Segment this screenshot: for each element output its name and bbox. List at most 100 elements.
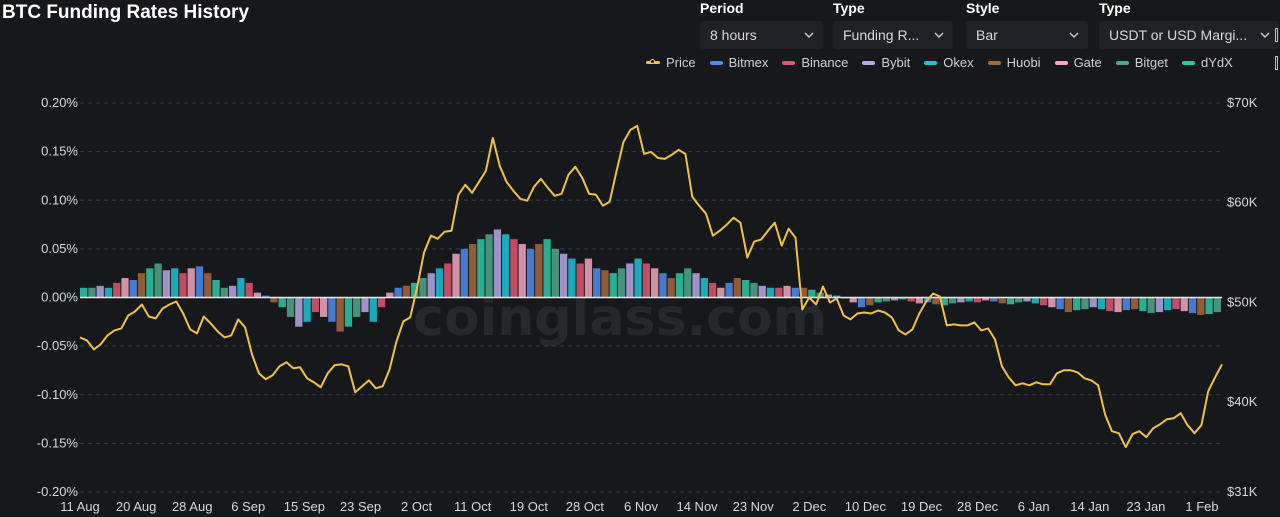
legend-item-huobi[interactable]: Huobi — [987, 55, 1041, 70]
legend-item-okex[interactable]: Okex — [924, 55, 974, 70]
x-axis-tick-label: 23 Sep — [340, 499, 381, 514]
x-axis-tick-label: 15 Sep — [284, 499, 325, 514]
type-select[interactable]: Funding R... — [833, 21, 953, 49]
left-axis-tick-label: 0.10% — [41, 192, 78, 207]
funding-rate-bar — [245, 282, 253, 298]
funding-rate-bar — [973, 297, 982, 303]
right-axis-tick-label: $60K — [1227, 195, 1258, 210]
type-select-value: Funding R... — [843, 27, 920, 43]
legend-label: Bitget — [1134, 55, 1168, 70]
left-axis-tick-label: 0.20% — [41, 95, 78, 110]
type-label: Type — [833, 0, 865, 16]
page-title: BTC Funding Rates History — [2, 2, 250, 23]
legend-label: dYdX — [1201, 55, 1233, 70]
legend-swatch-dydx — [1182, 60, 1195, 65]
funding-rate-bar — [1106, 297, 1114, 312]
funding-rate-bar — [113, 282, 121, 298]
funding-rate-bar — [576, 263, 584, 298]
funding-rate-bar — [584, 258, 593, 298]
funding-rate-bar — [88, 287, 96, 298]
legend-swatch-bitmex — [709, 60, 723, 65]
funding-rate-bar — [402, 285, 411, 298]
funding-rate-bar — [477, 239, 485, 298]
funding-rate-bar — [377, 297, 386, 308]
funding-rate-bar — [336, 297, 344, 332]
funding-rate-bar — [717, 287, 725, 298]
funding-rate-bar — [559, 253, 568, 298]
funding-rate-bar — [907, 297, 915, 302]
x-axis-labels: 11 Aug 20 Aug 28 Aug 6 Sep 15 Sep 23 Sep 2 Oct… — [60, 499, 1218, 514]
funding-rate-bar — [568, 258, 576, 298]
funding-rate-bar — [1197, 297, 1205, 315]
x-axis-tick-label: 28 Dec — [957, 499, 999, 514]
legend-item-bitget[interactable]: Bitget — [1115, 55, 1168, 70]
funding-rate-bar — [551, 248, 559, 298]
funding-rate-bar — [700, 278, 708, 298]
margin-type-label: Type — [1099, 0, 1131, 16]
left-axis-tick-label: -0.20% — [37, 484, 79, 499]
legend-label: Bitmex — [728, 55, 769, 70]
style-select[interactable]: Bar — [966, 21, 1088, 49]
funding-rate-bar — [808, 289, 816, 298]
funding-rate-bar — [849, 297, 857, 303]
funding-rate-bar — [957, 297, 965, 303]
legend-item-price[interactable]: Price — [646, 55, 696, 70]
period-label: Period — [700, 0, 744, 16]
legend-item-gate[interactable]: Gate — [1054, 55, 1102, 70]
legend-scroll-handle[interactable] — [1275, 56, 1278, 70]
x-axis-tick-label: 19 Oct — [510, 499, 549, 514]
funding-rate-bar — [833, 295, 841, 298]
funding-rate-bar — [220, 287, 228, 298]
period-select[interactable]: 8 hours — [700, 21, 823, 49]
funding-rate-bar — [990, 297, 998, 302]
funding-rate-bar — [1180, 297, 1188, 312]
period-control: Period 8 hours — [700, 0, 823, 49]
x-axis-tick-label: 1 Feb — [1185, 499, 1218, 514]
funding-rate-bar — [1147, 297, 1155, 314]
funding-rate-bar — [824, 294, 833, 298]
legend-item-dydx[interactable]: dYdX — [1182, 55, 1233, 70]
funding-rate-bar — [518, 244, 526, 298]
left-axis-tick-label: -0.15% — [37, 435, 79, 450]
funding-rate-bar — [1164, 297, 1172, 311]
funding-rate-bar — [485, 234, 493, 298]
funding-rate-bar — [270, 297, 278, 303]
scroll-handle[interactable] — [1275, 28, 1278, 42]
funding-rate-bar — [212, 280, 220, 298]
x-axis-tick-label: 11 Oct — [454, 499, 492, 514]
funding-rate-bar — [1048, 297, 1056, 308]
legend-item-bybit[interactable]: Bybit — [862, 55, 910, 70]
funding-rate-bar — [1213, 297, 1221, 313]
left-axis-tick-label: 0.15% — [41, 144, 78, 159]
funding-rate-bar — [1006, 297, 1015, 305]
funding-rate-bar — [278, 297, 286, 308]
funding-rate-bar — [651, 268, 659, 298]
legend-label: Price — [666, 55, 696, 70]
legend-swatch-price — [646, 59, 660, 64]
funding-rate-bar — [369, 297, 377, 322]
funding-rate-bar — [295, 297, 303, 327]
legend-item-binance[interactable]: Binance — [782, 55, 848, 70]
chart-legend: Price Bitmex Binance Bybit Okex Huobi Ga… — [646, 55, 1247, 70]
funding-rate-bar — [311, 297, 319, 313]
funding-rate-bar — [427, 273, 435, 298]
x-axis-tick-label: 23 Nov — [733, 499, 775, 514]
funding-rate-bar — [253, 292, 262, 298]
funding-rate-bar — [667, 278, 675, 298]
funding-rate-bar — [328, 297, 336, 322]
left-axis-labels: 0.20% 0.15% 0.10% 0.05% 0.00% -0.05% -0.10% -0.… — [37, 95, 79, 499]
x-axis-tick-label: 6 Nov — [624, 499, 658, 514]
funding-rate-bar — [419, 278, 427, 298]
funding-rate-bar — [460, 248, 468, 298]
funding-rate-bar — [899, 297, 907, 300]
legend-item-bitmex[interactable]: Bitmex — [709, 55, 769, 70]
legend-swatch-gate — [1054, 60, 1068, 65]
funding-rate-bar — [468, 244, 477, 298]
funding-rate-bar — [733, 278, 742, 298]
funding-rate-bar — [146, 268, 154, 298]
legend-swatch-binance — [782, 60, 796, 65]
margin-type-select[interactable]: USDT or USD Margi... — [1099, 21, 1279, 49]
funding-rate-bar — [228, 285, 237, 298]
funding-rate-bar — [783, 285, 791, 298]
